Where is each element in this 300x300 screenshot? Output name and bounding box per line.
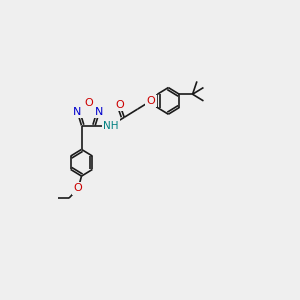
Text: N: N: [73, 107, 82, 117]
Text: NH: NH: [103, 121, 119, 130]
Text: N: N: [95, 107, 103, 117]
Text: O: O: [146, 96, 155, 106]
Text: O: O: [84, 98, 93, 108]
Text: O: O: [116, 100, 124, 110]
Text: O: O: [74, 183, 82, 194]
